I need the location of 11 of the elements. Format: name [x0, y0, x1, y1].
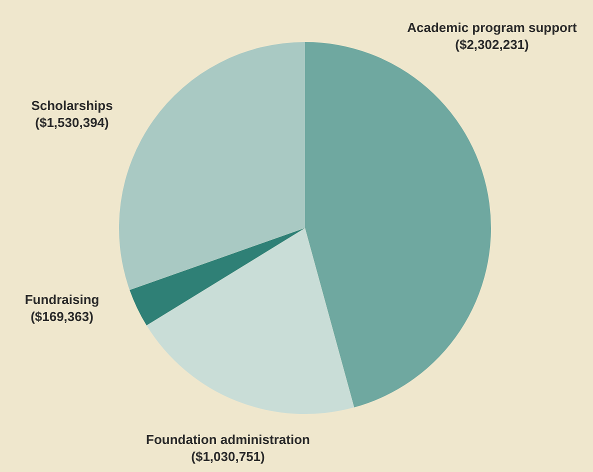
slice-label: Scholarships	[31, 98, 113, 113]
slice-label: Fundraising	[24, 292, 100, 307]
pie-slice	[130, 228, 305, 326]
data-label: ($169,363)	[30, 309, 94, 324]
slice-label: Foundation administration	[146, 432, 310, 447]
data-label: ($2,302,231)	[455, 37, 529, 52]
data-label: ($1,530,394)	[35, 115, 109, 130]
pie-slice	[119, 42, 305, 290]
pie-slice	[146, 228, 354, 414]
slice-label: Academic program support	[407, 20, 578, 35]
data-label: ($1,030,751)	[191, 449, 265, 464]
